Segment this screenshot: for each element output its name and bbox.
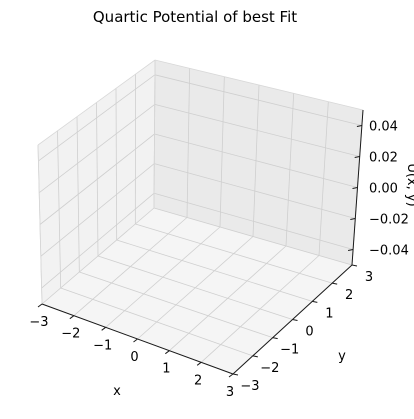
x-tick-mark: [134, 339, 138, 342]
x-tick-mark: [70, 316, 74, 319]
x-tick-label: −1: [93, 338, 112, 353]
y-axis-label: y: [338, 349, 346, 364]
y-tick-label: −3: [240, 379, 259, 394]
axis-panes: [38, 60, 363, 374]
x-axis-label: x: [113, 384, 121, 399]
y-tick-mark: [233, 374, 238, 375]
y-tick-label: 1: [325, 306, 333, 321]
y-tick-mark: [253, 356, 258, 357]
z-tick-label: −0.02: [369, 213, 409, 228]
x-tick-label: 0: [130, 350, 138, 365]
z-tick-label: 0.02: [369, 151, 398, 166]
chart-title: Quartic Potential of best Fit: [93, 8, 297, 26]
z-tick-label: −0.04: [369, 244, 409, 259]
y-tick-label: −2: [260, 361, 279, 376]
x-tick-label: 3: [226, 385, 234, 400]
x-tick-label: 2: [194, 373, 202, 388]
y-tick-mark: [312, 301, 317, 302]
y-tick-label: 0: [305, 325, 313, 340]
x-tick-label: −2: [61, 327, 80, 342]
y-tick-mark: [332, 283, 337, 284]
x-tick-mark: [229, 374, 233, 377]
x-tick-mark: [165, 351, 169, 354]
z-axis-label: U(x, y): [404, 163, 414, 206]
y-tick-label: 2: [345, 288, 353, 303]
y-tick-mark: [352, 265, 357, 266]
x-tick-label: −3: [29, 315, 48, 330]
y-tick-mark: [293, 320, 298, 321]
x-tick-mark: [197, 362, 201, 365]
y-tick-mark: [273, 338, 278, 339]
z-tick-label: 0.00: [369, 182, 398, 197]
x-tick-mark: [102, 327, 106, 330]
x-tick-mark: [38, 304, 42, 307]
x-tick-label: 1: [162, 362, 170, 377]
y-tick-label: −1: [280, 343, 299, 358]
y-tick-label: 3: [365, 270, 373, 285]
z-tick-label: 0.04: [369, 120, 398, 135]
